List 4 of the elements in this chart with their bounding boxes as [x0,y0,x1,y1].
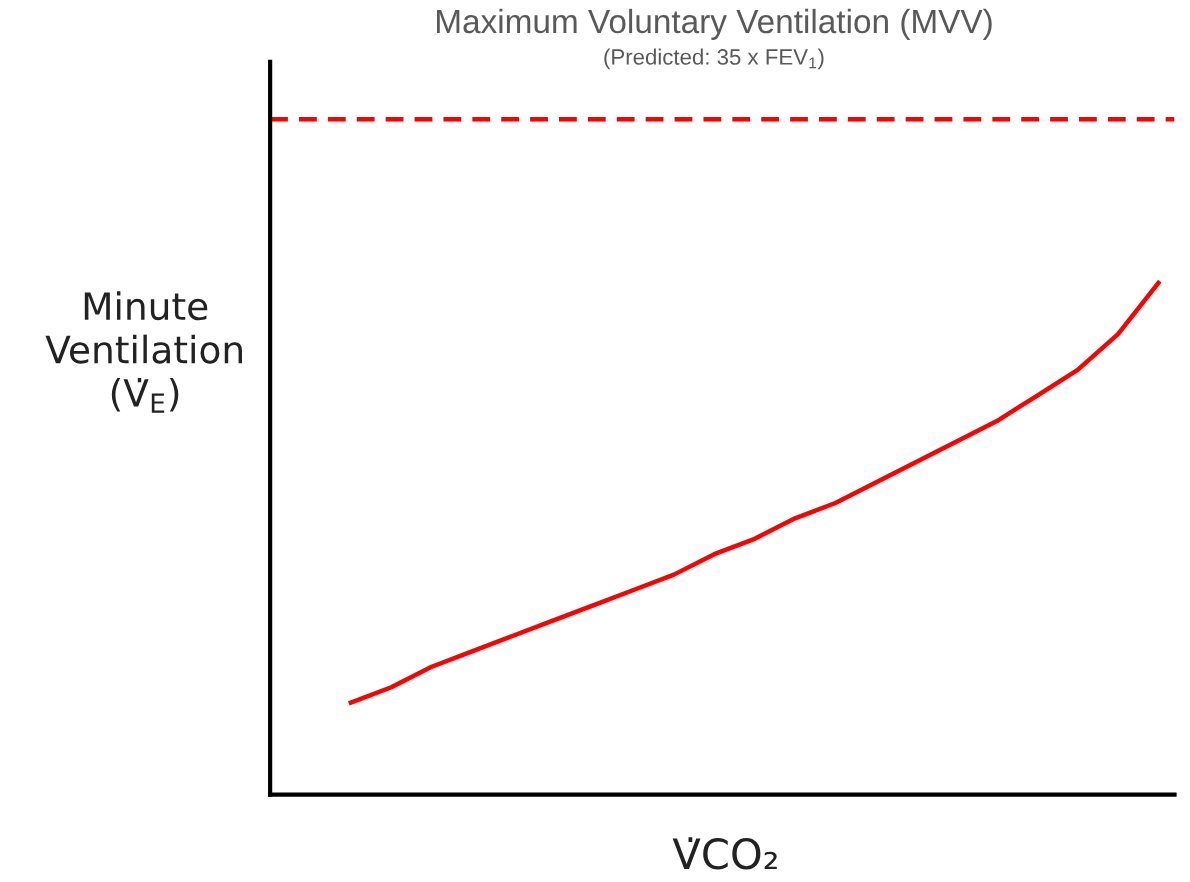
x-axis-title: V̇CO₂ [672,837,777,870]
y-axis-title: Minute Ventilation (V̇$_{E}$) [45,291,242,413]
chart-title: Maximum Voluntary Ventilation (MVV) [437,8,992,40]
chart-subtitle: (Predicted: 35 x FEV$_{1}$) [604,48,824,70]
